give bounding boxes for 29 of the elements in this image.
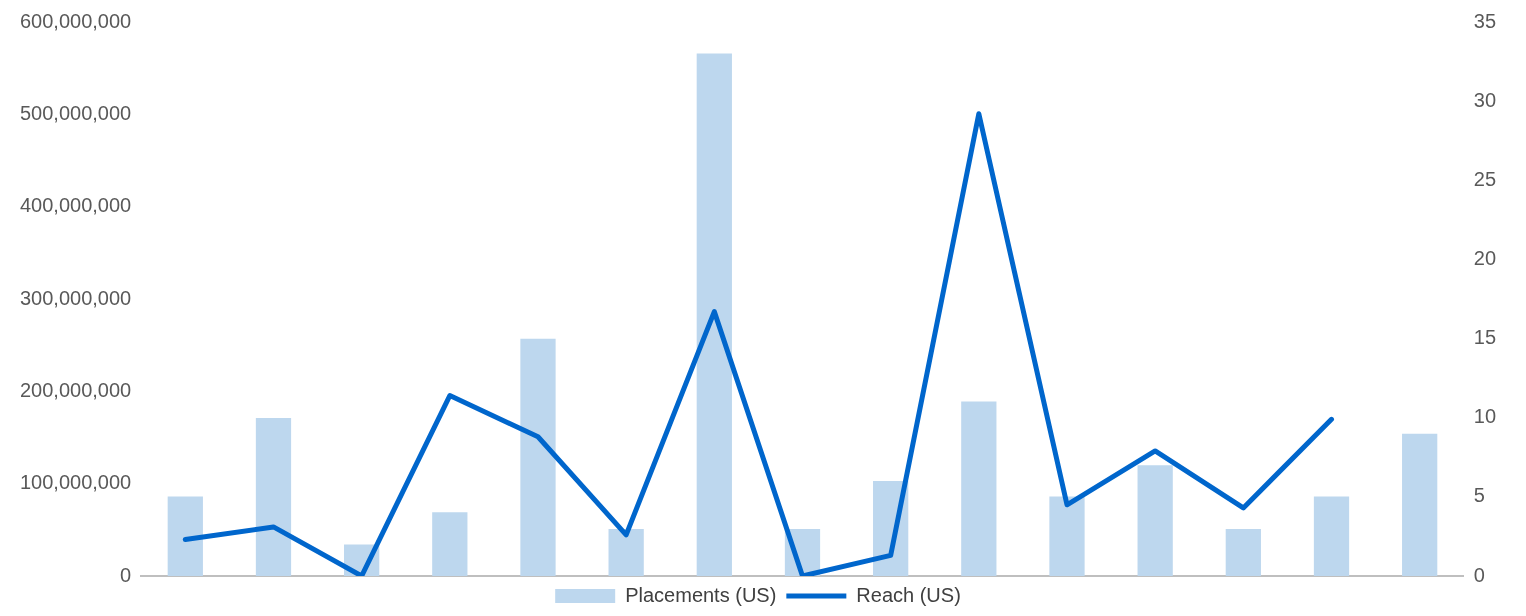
bar [961, 401, 997, 576]
y2-tick-label: 20 [1473, 246, 1496, 269]
bar [167, 496, 203, 576]
bar [1225, 528, 1261, 576]
y2-tick-label: 25 [1473, 167, 1496, 190]
y2-tick-label: 5 [1473, 484, 1485, 507]
bar [1049, 496, 1085, 576]
y2-tick-label: 0 [1473, 563, 1485, 586]
bar [1313, 496, 1350, 576]
y2-tick-label: 30 [1473, 88, 1496, 111]
y2-tick-label: 10 [1473, 405, 1496, 428]
y2-tick-label: 15 [1473, 326, 1496, 349]
bar [1402, 433, 1438, 576]
legend-label: Placements (US) [625, 583, 777, 606]
bar [1137, 465, 1173, 576]
y-tick-label: 600,000,000 [19, 9, 132, 32]
bar [255, 418, 292, 576]
legend-label: Reach (US) [856, 583, 961, 606]
y-tick-label: 300,000,000 [19, 286, 132, 309]
y2-tick-label: 35 [1473, 9, 1496, 32]
y-tick-label: 100,000,000 [19, 471, 132, 494]
bar [432, 512, 468, 576]
bar [608, 528, 644, 576]
bar [696, 53, 732, 576]
bar [520, 338, 556, 576]
y-tick-label: 200,000,000 [19, 378, 132, 401]
y-tick-label: 0 [120, 563, 132, 586]
y-tick-label: 500,000,000 [19, 101, 132, 124]
y-tick-label: 400,000,000 [19, 194, 132, 217]
